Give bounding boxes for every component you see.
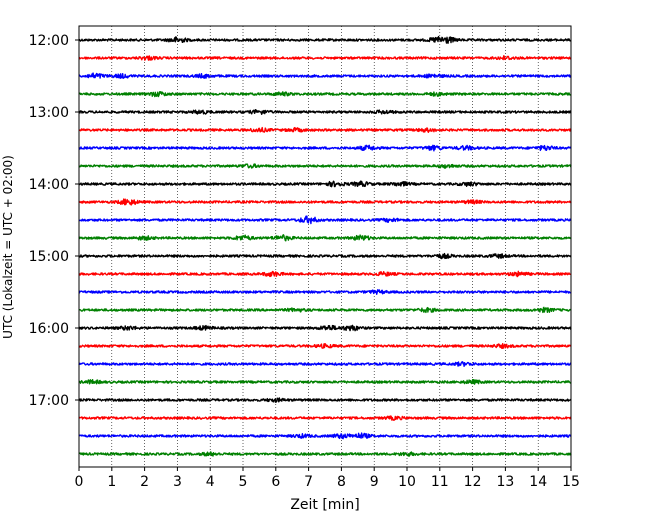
y-axis-ticks: 12:00 13:00 14:00 15:00 16:00 17:00 [29, 33, 79, 409]
trace-1730 [78, 432, 572, 440]
x-axis-label: Zeit [min] [290, 497, 359, 513]
x-tick-label: 13 [496, 474, 514, 490]
x-tick-label: 7 [304, 474, 313, 490]
trace-1715 [78, 415, 572, 421]
trace-1330 [78, 144, 572, 152]
y-tick-label: 14:00 [29, 177, 69, 193]
trace-1230 [78, 72, 572, 80]
trace-1545 [78, 306, 572, 314]
x-tick-label: 9 [370, 474, 379, 490]
trace-1300 [78, 108, 572, 115]
trace-1245 [78, 91, 572, 98]
trace-1400 [78, 180, 572, 188]
trace-1345 [78, 163, 572, 169]
trace-1445 [78, 234, 572, 242]
y-tick-label: 12:00 [29, 33, 69, 49]
trace-1500 [78, 252, 572, 260]
plot-background [79, 26, 571, 467]
x-tick-label: 6 [271, 474, 280, 490]
plot-frame [78, 25, 572, 468]
trace-1530 [78, 289, 572, 295]
x-tick-label: 15 [562, 474, 580, 490]
trace-1415 [78, 198, 572, 206]
trace-1430 [78, 215, 572, 225]
trace-1315 [78, 126, 572, 133]
x-tick-label: 14 [529, 474, 547, 490]
x-tick-label: 2 [140, 474, 149, 490]
x-tick-label: 3 [173, 474, 182, 490]
trace-1600 [78, 324, 572, 332]
trace-1645 [78, 378, 572, 385]
trace-1745 [78, 451, 572, 457]
y-tick-label: 17:00 [29, 393, 69, 409]
x-tick-label: 10 [398, 474, 416, 490]
y-tick-label: 15:00 [29, 249, 69, 265]
y-axis-label: UTC (Lokalzeit = UTC + 02:00) [1, 155, 15, 339]
trace-1200 [78, 35, 572, 44]
x-tick-label: 8 [337, 474, 346, 490]
trace-1700 [78, 397, 572, 403]
trace-1615 [78, 342, 572, 349]
x-tick-label: 1 [107, 474, 116, 490]
trace-1630 [78, 361, 572, 367]
trace-group [78, 35, 572, 457]
trace-1515 [78, 270, 572, 278]
y-tick-label: 16:00 [29, 321, 69, 337]
x-tick-label: 11 [431, 474, 449, 490]
x-axis-ticks: 0 1 2 3 4 5 6 7 8 9 10 11 12 13 14 15 [75, 467, 580, 490]
x-tick-label: 5 [239, 474, 248, 490]
x-tick-label: 0 [75, 474, 84, 490]
x-tick-label: 12 [464, 474, 482, 490]
x-tick-label: 4 [206, 474, 215, 490]
trace-1215 [78, 55, 572, 61]
y-tick-label: 13:00 [29, 105, 69, 121]
